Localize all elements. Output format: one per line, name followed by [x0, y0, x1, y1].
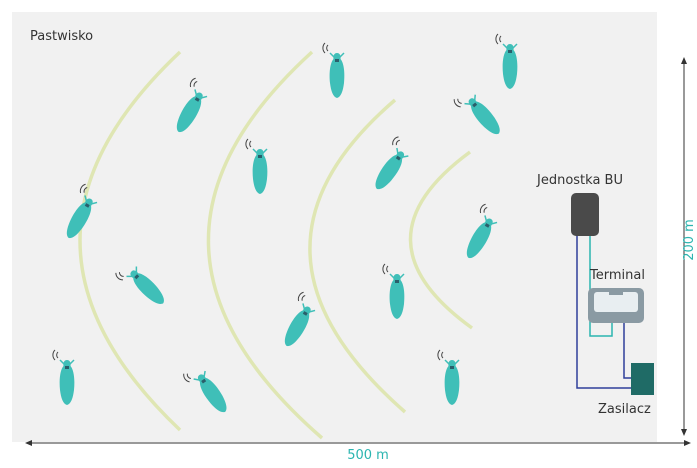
range-arc: [408, 150, 474, 330]
range-arc: [78, 50, 182, 432]
terminal: [588, 288, 644, 323]
power-supply-label: Zasilacz: [598, 402, 651, 417]
wiring: [576, 236, 632, 389]
range-arc: [206, 50, 324, 440]
pasture-label: Pastwisko: [30, 29, 93, 44]
range-arcs: [78, 50, 474, 440]
base-unit-label: Jednostka BU: [536, 173, 623, 188]
width-label: 500 m: [347, 448, 389, 463]
terminal-label: Terminal: [589, 268, 645, 283]
range-arc: [308, 98, 407, 414]
height-label: 200 m: [682, 219, 697, 261]
base-unit: [571, 193, 599, 236]
dimension-lines: [25, 57, 691, 446]
power-supply: [631, 363, 654, 395]
